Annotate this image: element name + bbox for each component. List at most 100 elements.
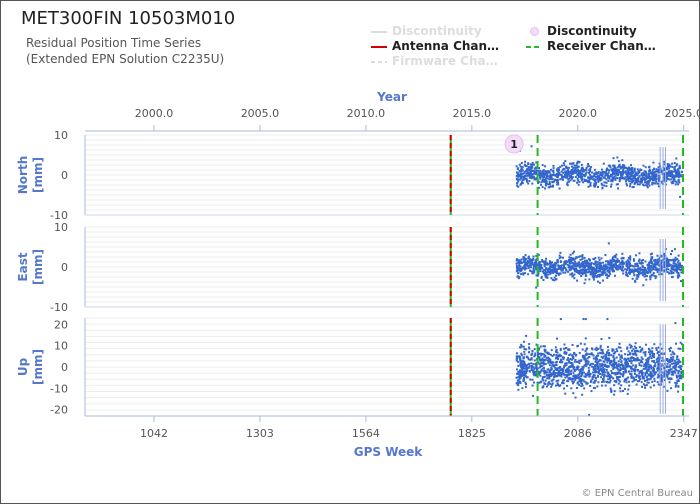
data-point — [656, 260, 659, 263]
data-point — [605, 181, 608, 184]
data-point — [634, 359, 637, 362]
data-point — [666, 365, 669, 368]
data-point — [538, 262, 541, 265]
data-point — [556, 173, 559, 176]
data-point — [616, 156, 619, 159]
data-point — [613, 384, 616, 387]
data-point — [550, 270, 553, 273]
data-point — [637, 350, 640, 353]
data-point — [544, 371, 547, 374]
data-point — [668, 348, 671, 351]
data-point — [613, 168, 616, 171]
data-point — [564, 271, 567, 274]
data-point — [570, 369, 573, 372]
data-point — [654, 263, 657, 266]
data-point — [663, 175, 666, 178]
data-point — [658, 256, 661, 259]
data-point — [522, 261, 525, 264]
data-point — [646, 361, 649, 364]
data-point — [594, 363, 597, 366]
data-point — [657, 351, 660, 354]
data-point — [527, 162, 530, 165]
data-point — [649, 372, 652, 375]
data-point — [604, 263, 607, 266]
data-point — [638, 364, 641, 367]
data-point — [568, 348, 571, 351]
data-point — [593, 381, 596, 384]
data-point — [571, 363, 574, 366]
data-point — [553, 264, 556, 267]
data-point — [586, 268, 589, 271]
data-point — [601, 272, 604, 275]
data-point — [609, 175, 612, 178]
data-point — [597, 354, 600, 357]
data-point — [620, 354, 623, 357]
data-point — [597, 352, 600, 355]
data-point — [580, 274, 583, 277]
data-point — [559, 349, 562, 352]
data-point — [611, 173, 614, 176]
data-point — [613, 360, 616, 363]
data-point — [558, 254, 561, 257]
data-point — [551, 373, 554, 376]
data-point — [671, 166, 674, 169]
data-point — [550, 177, 553, 180]
data-point — [628, 269, 631, 272]
legend-label: Receiver Chan… — [547, 39, 656, 53]
data-point — [680, 372, 683, 375]
data-point — [579, 272, 582, 275]
data-point — [543, 273, 546, 276]
data-point — [645, 363, 648, 366]
data-point — [633, 175, 636, 178]
y-tick-label: 10 — [54, 129, 68, 142]
data-point — [645, 360, 648, 363]
data-point — [560, 173, 563, 176]
data-point — [658, 365, 661, 368]
data-point — [649, 355, 652, 358]
y-axis-title: East — [16, 252, 30, 281]
data-point — [677, 179, 680, 182]
data-point — [515, 264, 518, 267]
data-point — [539, 358, 542, 361]
data-point — [642, 164, 645, 167]
data-point — [580, 380, 583, 383]
top-axis-title: Year — [376, 90, 407, 104]
data-point — [556, 382, 559, 385]
data-point — [536, 274, 539, 277]
data-point — [550, 185, 553, 188]
data-point — [565, 351, 568, 354]
data-point — [655, 180, 658, 183]
data-point — [653, 173, 656, 176]
data-point — [564, 166, 567, 169]
data-point — [577, 255, 580, 258]
data-point — [590, 171, 593, 174]
data-point — [530, 258, 533, 261]
data-point — [530, 260, 533, 263]
data-point — [541, 270, 544, 273]
data-point — [633, 176, 636, 179]
data-point — [561, 268, 564, 271]
data-point — [537, 273, 540, 276]
data-point — [575, 377, 578, 380]
data-point — [596, 175, 599, 178]
data-point — [602, 270, 605, 273]
data-point — [568, 361, 571, 364]
data-point — [679, 361, 682, 364]
data-point — [678, 374, 681, 377]
data-point — [583, 178, 586, 181]
data-point — [672, 181, 675, 184]
data-point — [533, 367, 536, 370]
data-point — [643, 365, 646, 368]
data-point — [563, 263, 566, 266]
data-point — [644, 269, 647, 272]
data-point — [603, 364, 606, 367]
data-point — [639, 177, 642, 180]
data-point — [562, 271, 565, 274]
data-point — [598, 363, 601, 366]
data-point — [640, 364, 643, 367]
data-point — [547, 186, 550, 189]
data-point — [627, 370, 630, 373]
data-point — [675, 164, 678, 167]
data-point — [661, 269, 664, 272]
data-point — [540, 264, 543, 267]
